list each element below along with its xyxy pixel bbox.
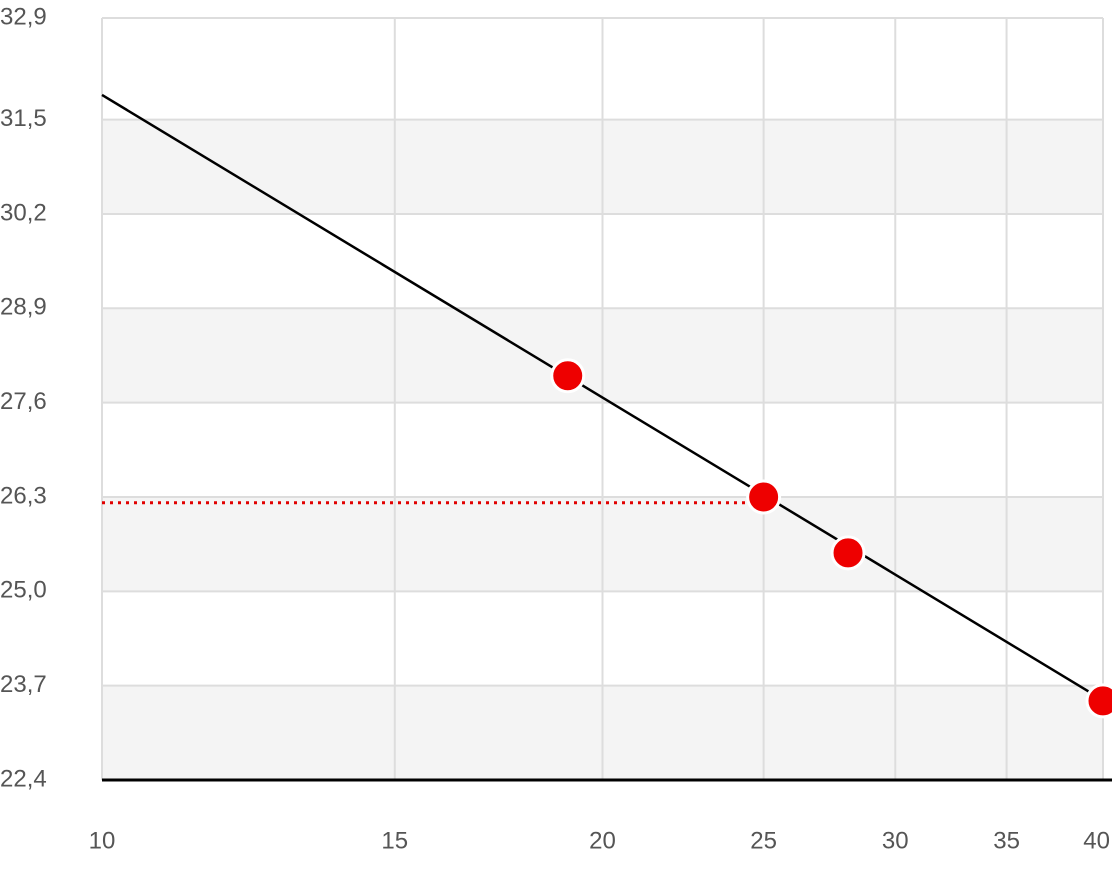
data-point — [550, 358, 586, 394]
trend-line — [101, 93, 1104, 702]
y-tick-label: 26,3 — [0, 482, 47, 509]
data-point — [830, 535, 866, 571]
y-tick-label: 32,9 — [0, 3, 47, 30]
y-tick-label: 31,5 — [0, 105, 47, 132]
data-point — [746, 479, 782, 515]
y-tick-label: 27,6 — [0, 388, 47, 415]
y-tick-label: 28,9 — [0, 294, 47, 321]
y-tick-label: 23,7 — [0, 671, 47, 698]
x-tick-label: 15 — [381, 827, 408, 854]
x-tick-label: 40 — [1083, 827, 1110, 854]
x-tick-label: 25 — [750, 827, 777, 854]
x-tick-label: 20 — [589, 827, 616, 854]
x-tick-label: 30 — [882, 827, 909, 854]
data-point — [1085, 683, 1112, 719]
y-tick-label: 22,4 — [0, 765, 47, 792]
y-tick-label: 25,0 — [0, 577, 47, 604]
y-tick-label: 30,2 — [0, 199, 47, 226]
x-tick-label: 35 — [993, 827, 1020, 854]
x-tick-label: 10 — [89, 827, 116, 854]
